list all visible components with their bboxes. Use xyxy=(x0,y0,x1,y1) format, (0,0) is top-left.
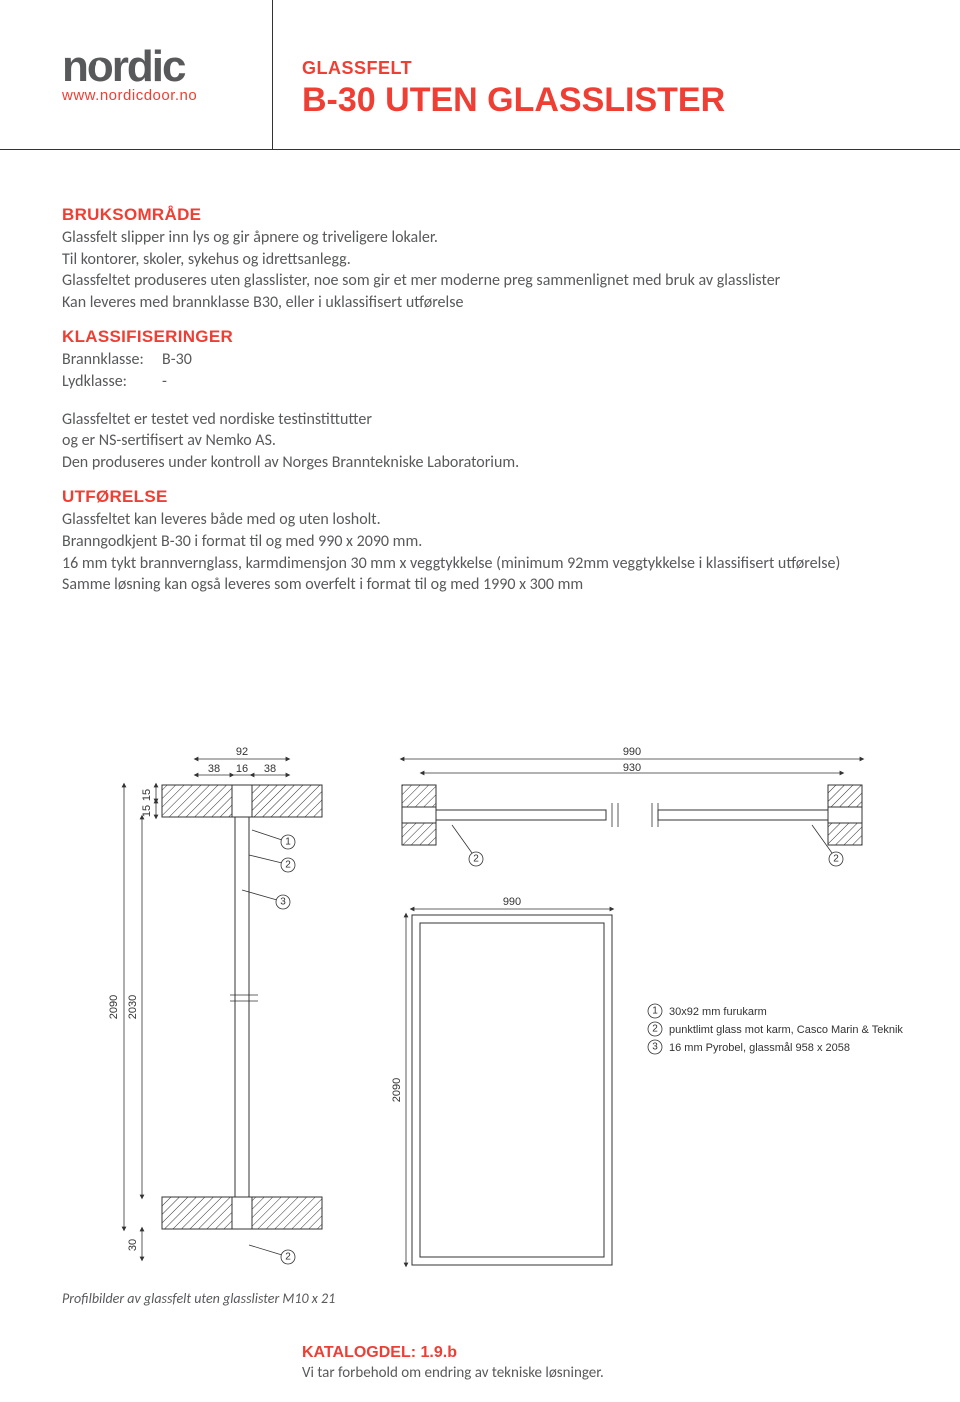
bruk-p4: Kan leveres med brannklasse B30, eller i… xyxy=(62,292,912,314)
diagram-caption: Profilbilder av glassfelt uten glasslist… xyxy=(62,1290,335,1307)
dim-15b: 15 xyxy=(141,805,153,817)
legend-3: 16 mm Pyrobel, glassmål 958 x 2058 xyxy=(669,1042,850,1054)
title-block: GLASSFELT B-30 UTEN GLASSLISTER xyxy=(302,58,725,120)
callout-2-bottom: 2 xyxy=(249,1245,295,1264)
klass-row-lyd: Lydklasse: - xyxy=(62,371,912,393)
catalog-label: KATALOGDEL: xyxy=(302,1344,421,1361)
section-head-utforelse: UTFØRELSE xyxy=(62,487,912,507)
klass-lyd-label: Lydklasse: xyxy=(62,371,162,393)
dim-990f: 990 xyxy=(503,896,521,908)
logo: nordic www.nordicdoor.no xyxy=(62,48,197,104)
section-head-bruksomrade: BRUKSOMRÅDE xyxy=(62,205,912,225)
dim-30: 30 xyxy=(127,1239,139,1251)
section-head-klass: KLASSIFISERINGER xyxy=(62,327,912,347)
callout-2-left: 2 xyxy=(452,825,483,866)
svg-text:2: 2 xyxy=(473,854,479,865)
svg-text:2: 2 xyxy=(833,854,839,865)
footer: KATALOGDEL: 1.9.b Vi tar forbehold om en… xyxy=(302,1344,604,1382)
svg-text:1: 1 xyxy=(652,1006,658,1017)
klass-brann-value: B-30 xyxy=(162,349,192,371)
callout-2: 2 xyxy=(249,855,295,872)
dim-2090: 2090 xyxy=(108,995,120,1019)
klass-p2: og er NS-sertifisert av Nemko AS. xyxy=(62,430,912,452)
header-divider xyxy=(272,0,273,150)
dim-2030: 2030 xyxy=(127,995,139,1019)
dim-16: 16 xyxy=(236,763,248,775)
svg-text:2: 2 xyxy=(285,860,291,871)
svg-text:3: 3 xyxy=(280,897,286,908)
klass-p3: Den produseres under kontroll av Norges … xyxy=(62,452,912,474)
title-category: GLASSFELT xyxy=(302,58,725,79)
legend-2: punktlimt glass mot karm, Casco Marin & … xyxy=(669,1024,903,1036)
utf-p2: Branngodkjent B-30 i format til og med 9… xyxy=(62,531,912,553)
svg-text:3: 3 xyxy=(652,1042,658,1053)
legend-1: 30x92 mm furukarm xyxy=(669,1006,767,1018)
dim-990t: 990 xyxy=(623,746,641,758)
klass-lyd-value: - xyxy=(162,371,167,393)
footer-disclaimer: Vi tar forbehold om endring av tekniske … xyxy=(302,1364,604,1382)
header: nordic www.nordicdoor.no GLASSFELT B-30 … xyxy=(0,0,960,150)
utf-p3: 16 mm tykt brannvernglass, karmdimensjon… xyxy=(62,553,912,575)
callout-1: 1 xyxy=(252,830,295,849)
dim-38r: 38 xyxy=(264,763,276,775)
dim-38l: 38 xyxy=(208,763,220,775)
technical-diagram: 92 38 16 38 15 15 2090 2030 30 xyxy=(62,745,932,1275)
klass-row-brann: Brannklasse: B-30 xyxy=(62,349,912,371)
catalog-value: 1.9.b xyxy=(421,1344,457,1361)
title-product: B-30 UTEN GLASSLISTER xyxy=(302,81,725,120)
content: BRUKSOMRÅDE Glassfelt slipper inn lys og… xyxy=(62,205,912,596)
utf-p4: Samme løsning kan også leveres som overf… xyxy=(62,574,912,596)
dim-15a: 15 xyxy=(141,789,153,801)
klass-brann-label: Brannklasse: xyxy=(62,349,162,371)
dim-930: 930 xyxy=(623,762,641,774)
dim-2090f: 2090 xyxy=(391,1078,403,1102)
diagram-legend: 1 30x92 mm furukarm 2 punktlimt glass mo… xyxy=(648,1004,903,1054)
svg-text:2: 2 xyxy=(652,1024,658,1035)
utf-p1: Glassfeltet kan leveres både med og uten… xyxy=(62,509,912,531)
bruk-p1: Glassfelt slipper inn lys og gir åpnere … xyxy=(62,227,912,249)
logo-wordmark: nordic xyxy=(62,48,197,85)
dim-92: 92 xyxy=(236,746,248,758)
klass-p1: Glassfeltet er testet ved nordiske testi… xyxy=(62,409,912,431)
catalog-ref: KATALOGDEL: 1.9.b xyxy=(302,1344,604,1362)
keyhole-icon xyxy=(94,59,104,73)
svg-text:1: 1 xyxy=(285,837,291,848)
bruk-p3: Glassfeltet produseres uten glasslister,… xyxy=(62,270,912,292)
svg-text:2: 2 xyxy=(285,1252,291,1263)
bruk-p2: Til kontorer, skoler, sykehus og idretts… xyxy=(62,249,912,271)
